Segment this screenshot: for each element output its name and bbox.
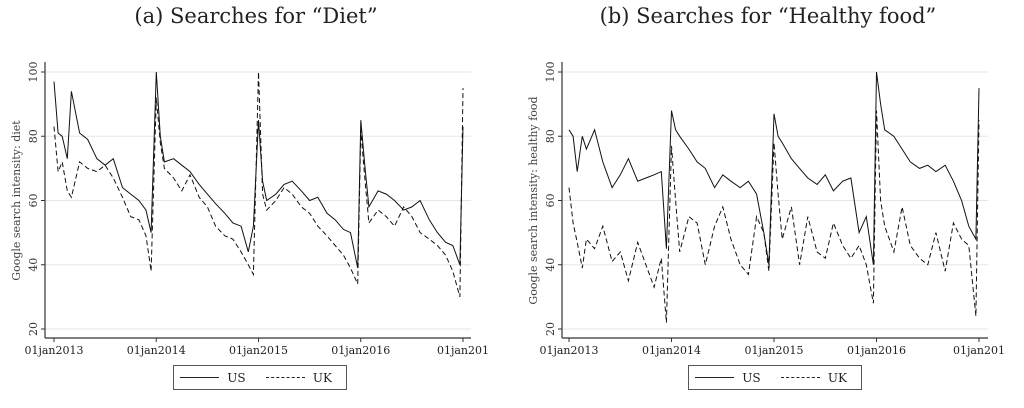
chart-a-x-tick-label: 01jan2013 — [24, 344, 83, 357]
chart-b-series-uk-line — [568, 110, 980, 323]
legend-uk-label: UK — [312, 370, 332, 385]
chart-a-series-uk-line — [53, 71, 464, 298]
chart-a-x-tick-label: 01jan2016 — [331, 344, 390, 357]
chart-a-y-axis-label: Google search intensity: diet — [10, 120, 23, 281]
legend-uk-label: UK — [827, 370, 847, 385]
chart-b-x-tick-label: 01jan2014 — [642, 344, 701, 357]
chart-b-title: (b) Searches for “Healthy food” — [599, 4, 937, 28]
legend-us-label: US — [227, 370, 246, 385]
chart-b-series-us-line — [568, 71, 980, 265]
chart-b-y-axis-label: Google search intensity: healthy food — [527, 96, 540, 304]
chart-b-y-tick-label: 40 — [544, 258, 557, 272]
chart-a-x-tick-label: 01jan2014 — [127, 344, 186, 357]
chart-a-title: (a) Searches for “Diet” — [134, 4, 378, 28]
chart-a-y-tick-label: 60 — [27, 194, 40, 208]
chart-b-x-tick-label: 01jan2015 — [744, 344, 803, 357]
legend-us-swatch — [180, 377, 220, 378]
chart-a-y-tick-label: 80 — [27, 129, 40, 143]
legend-uk-swatch — [780, 377, 820, 378]
chart-a-x-tick-label: 01jan2015 — [229, 344, 288, 357]
chart-b-x-tick-label: 01jan201 — [953, 344, 1005, 357]
chart-a-y-tick-label: 100 — [27, 62, 40, 83]
chart-b-y-tick-label: 60 — [544, 194, 557, 208]
legend-us-swatch — [695, 377, 735, 378]
legend-uk-swatch — [265, 377, 305, 378]
chart-a-x-tick-label: 01jan201 — [437, 344, 489, 357]
chart-a-y-tick-label: 20 — [27, 322, 40, 336]
chart-b-y-tick-label: 20 — [544, 322, 557, 336]
chart-b-legend: US UK — [688, 365, 862, 390]
chart-a-series-us-line — [53, 71, 464, 269]
chart-a-legend: US UK — [173, 365, 347, 390]
chart-b-x-tick-label: 01jan2016 — [847, 344, 906, 357]
legend-us-label: US — [742, 370, 761, 385]
chart-b-y-tick-label: 80 — [544, 129, 557, 143]
chart-b-x-tick-label: 01jan2013 — [539, 344, 598, 357]
chart-a-y-tick-label: 40 — [27, 258, 40, 272]
chart-b-y-tick-label: 100 — [544, 62, 557, 83]
